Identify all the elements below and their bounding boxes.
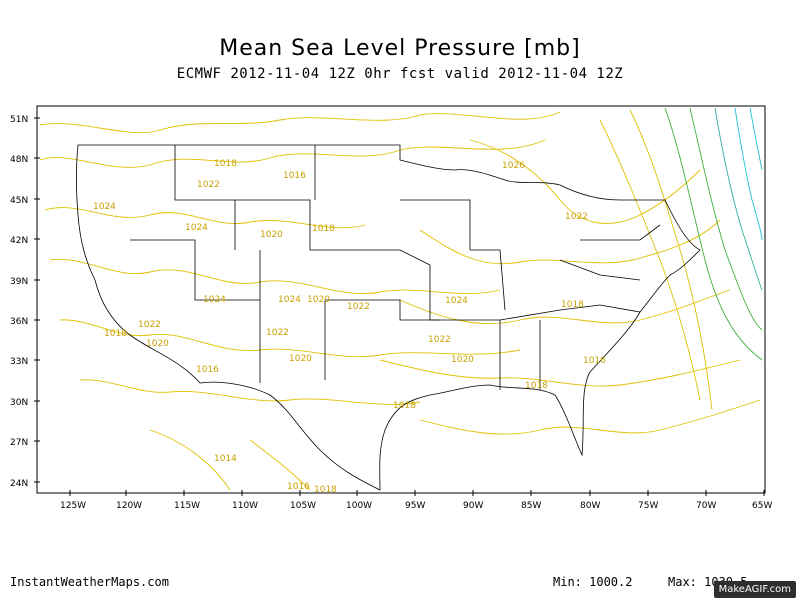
lon-label: 75W [638, 501, 658, 511]
contour-label: 1026 [502, 161, 525, 171]
contour-label: 1022 [138, 320, 161, 330]
contour-label: 1016 [196, 365, 219, 375]
watermark-badge: MakeAGIF.com [713, 581, 796, 598]
lat-label: 51N [10, 115, 28, 125]
lon-label: 110W [232, 501, 258, 511]
contour-label: 1018 [312, 224, 335, 234]
contour-label: 1024 [445, 296, 468, 306]
lon-label: 85W [521, 501, 541, 511]
contour-label: 1022 [347, 302, 370, 312]
map-title: Mean Sea Level Pressure [mb] [219, 36, 581, 61]
lon-label: 70W [696, 501, 716, 511]
lon-label: 120W [116, 501, 142, 511]
lon-label: 90W [463, 501, 483, 511]
lat-label: 24N [10, 479, 28, 489]
lat-label: 45N [10, 196, 28, 206]
contour-label: 1020 [146, 339, 169, 349]
contour-label: 1018 [393, 401, 416, 411]
contour-label: 1018 [525, 381, 548, 391]
contour-label: 1024 [185, 223, 208, 233]
lon-label: 100W [346, 501, 372, 511]
lat-label: 33N [10, 357, 28, 367]
brand-text: InstantWeatherMaps.com [10, 575, 169, 589]
contour-label: 1018 [314, 485, 337, 495]
contour-label: 1020 [307, 295, 330, 305]
contour-label: 1018 [214, 159, 237, 169]
contour-label: 1020 [260, 230, 283, 240]
contour-label: 1022 [565, 212, 588, 222]
lon-label: 125W [60, 501, 86, 511]
contour-label: 1020 [451, 355, 474, 365]
contour-label: 1024 [93, 202, 116, 212]
min-pressure-label: Min: 1000.2 [553, 575, 633, 589]
contour-label: 1022 [428, 335, 451, 345]
contour-label: 1022 [197, 180, 220, 190]
lat-label: 30N [10, 398, 28, 408]
contour-label: 1024 [203, 295, 226, 305]
contour-label: 1014 [214, 454, 237, 464]
contour-label: 1018 [104, 329, 127, 339]
contour-value-labels: 1024 1022 1018 1016 1026 1022 1024 1020 … [93, 159, 606, 495]
latitude-labels: 51N 48N 45N 42N 39N 36N 33N 30N 27N 24N [10, 115, 28, 489]
contour-label: 1020 [289, 354, 312, 364]
low-pressure-contours [664, 107, 763, 361]
lat-label: 39N [10, 277, 28, 287]
lat-label: 42N [10, 236, 28, 246]
lon-label: 95W [405, 501, 425, 511]
lon-label: 115W [174, 501, 200, 511]
lon-label: 105W [290, 501, 316, 511]
contour-label: 1024 [278, 295, 301, 305]
lon-label: 65W [752, 501, 772, 511]
contour-label: 1018 [561, 300, 584, 310]
longitude-labels: 125W 120W 115W 110W 105W 100W 95W 90W 85… [60, 501, 772, 511]
contour-label: 1022 [266, 328, 289, 338]
contour-label: 1016 [583, 356, 606, 366]
contour-label: 1016 [287, 482, 310, 492]
lon-label: 80W [580, 501, 600, 511]
map-subtitle: ECMWF 2012-11-04 12Z 0hr fcst valid 2012… [176, 66, 624, 82]
lat-label: 27N [10, 438, 28, 448]
axis-ticks [34, 117, 765, 496]
lat-label: 36N [10, 317, 28, 327]
map-frame [36, 105, 766, 494]
us-borders [76, 144, 701, 491]
lat-label: 48N [10, 155, 28, 165]
contour-label: 1016 [283, 171, 306, 181]
